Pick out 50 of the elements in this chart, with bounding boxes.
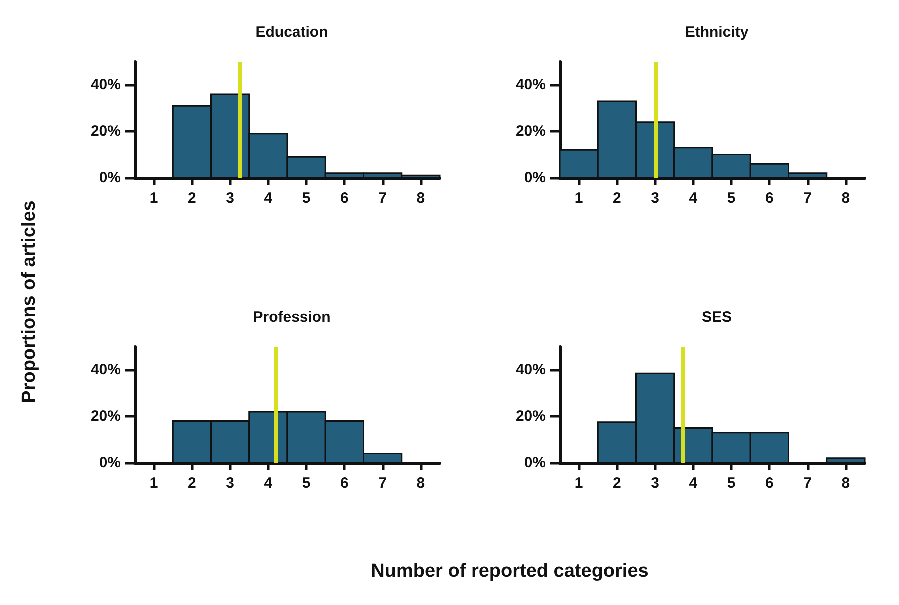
- x-tick-label: 5: [727, 475, 736, 492]
- x-tick-label: 7: [804, 475, 812, 492]
- chart-title: Education: [256, 24, 328, 41]
- chart-title: Profession: [253, 309, 331, 326]
- x-tick-label: 7: [378, 475, 387, 492]
- x-tick-label: 2: [188, 475, 196, 492]
- x-tick-label: 7: [804, 190, 812, 207]
- y-axis-title: Proportions of articles: [19, 200, 41, 404]
- x-tick-label: 6: [340, 190, 349, 207]
- x-tick-label: 5: [727, 190, 736, 207]
- x-tick-label: 6: [766, 475, 774, 492]
- y-tick-label: 0%: [524, 454, 546, 472]
- x-tick-label: 6: [766, 190, 774, 207]
- x-tick-label: 2: [613, 190, 622, 207]
- x-tick-label: 3: [226, 475, 234, 492]
- x-tick-label: 2: [613, 475, 622, 492]
- x-tick-label: 5: [302, 190, 311, 207]
- x-tick-label: 1: [150, 190, 158, 207]
- x-tick-label: 4: [264, 190, 274, 207]
- x-tick-label: 2: [188, 190, 196, 207]
- y-tick-label: 0%: [99, 170, 121, 186]
- x-tick-label: 4: [264, 475, 274, 492]
- chart-title: Ethnicity: [685, 24, 750, 41]
- x-tick-label: 8: [416, 190, 426, 207]
- x-tick-label: 7: [378, 190, 387, 207]
- x-tick-label: 1: [150, 475, 158, 492]
- x-tick-label: 4: [689, 190, 698, 207]
- x-axis-title: Number of reported categories: [371, 561, 649, 583]
- y-tick-label: 20%: [516, 123, 546, 140]
- y-tick-label: 20%: [516, 408, 546, 426]
- x-tick-label: 5: [302, 475, 311, 492]
- x-tick-label: 1: [574, 475, 584, 492]
- x-tick-label: 8: [416, 475, 426, 492]
- y-tick-label: 40%: [516, 76, 546, 94]
- x-tick-label: 8: [842, 475, 850, 492]
- y-tick-label: 0%: [99, 454, 121, 472]
- y-tick-label: 40%: [516, 362, 546, 379]
- x-tick-label: 3: [651, 475, 660, 492]
- y-tick-label: 40%: [90, 76, 121, 94]
- y-tick-label: 20%: [90, 123, 121, 140]
- x-tick-label: 1: [574, 190, 584, 207]
- y-tick-label: 20%: [90, 408, 121, 426]
- x-tick-label: 8: [842, 190, 850, 207]
- x-tick-label: 6: [340, 475, 349, 492]
- x-tick-label: 3: [226, 190, 234, 207]
- y-tick-label: 40%: [90, 362, 121, 379]
- y-tick-label: 0%: [524, 170, 546, 186]
- x-tick-label: 3: [651, 190, 660, 207]
- chart-title: SES: [702, 309, 732, 326]
- x-tick-label: 4: [689, 475, 698, 492]
